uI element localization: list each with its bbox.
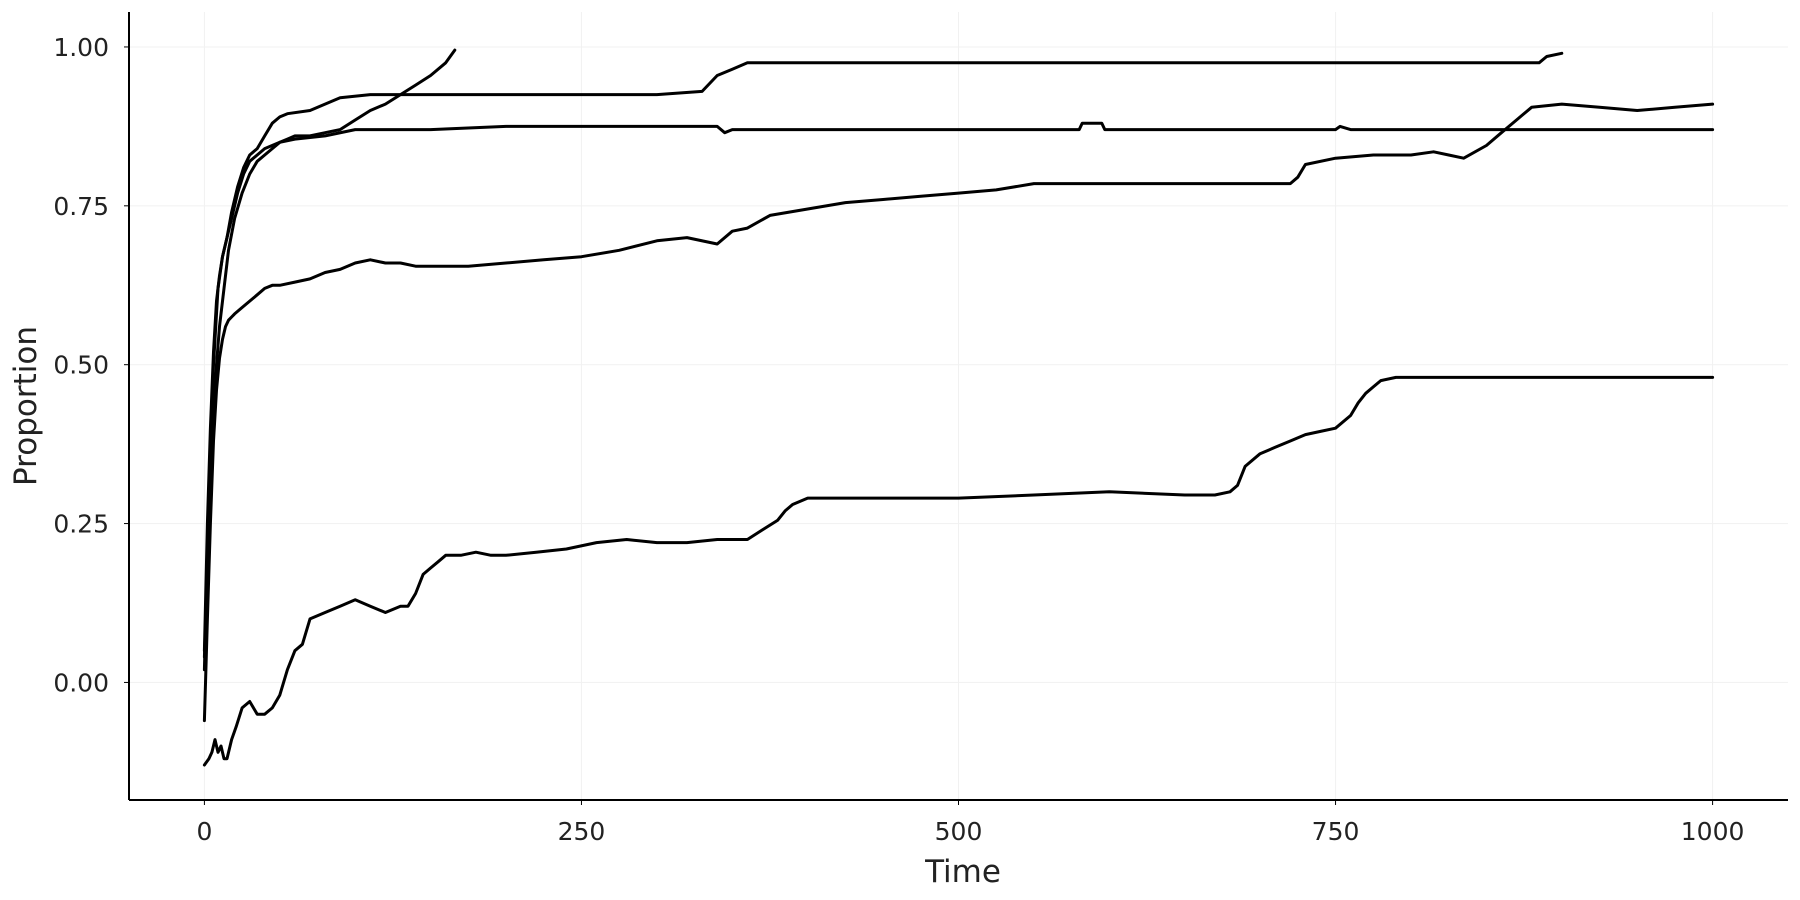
x-tick-label: 750 — [1312, 817, 1360, 846]
y-tick-label: 0.75 — [53, 192, 109, 221]
x-tick-label: 250 — [558, 817, 606, 846]
series-line-4 — [202, 102, 1715, 723]
x-tick-label: 1000 — [1681, 817, 1745, 846]
x-axis-ticks: 0 250 500 750 1000 — [196, 800, 1744, 846]
y-axis-ticks: 0.00 0.25 0.50 0.75 1.00 — [53, 33, 129, 697]
series-lines — [202, 48, 1715, 767]
x-tick-label: 0 — [196, 817, 212, 846]
gridlines — [129, 12, 1788, 800]
y-axis-title: Proportion — [8, 326, 44, 486]
y-tick-label: 1.00 — [53, 33, 109, 62]
series-line-1 — [202, 48, 457, 659]
y-tick-label: 0.25 — [53, 510, 109, 539]
series-line-2 — [202, 51, 1564, 653]
x-tick-label: 500 — [935, 817, 983, 846]
x-axis-title: Time — [924, 854, 1001, 890]
series-line-3 — [202, 121, 1715, 672]
y-tick-label: 0.50 — [53, 351, 109, 380]
series-line-5 — [202, 375, 1715, 767]
y-tick-label: 0.00 — [53, 668, 109, 697]
